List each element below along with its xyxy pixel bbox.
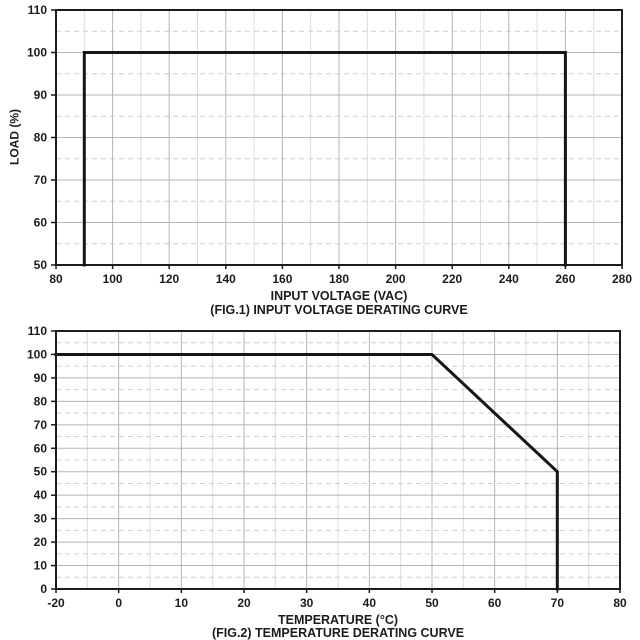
- series-load-vs-input-voltage: [82, 51, 567, 267]
- svg-text:90: 90: [34, 371, 48, 385]
- plot-border: [55, 9, 623, 266]
- svg-text:90: 90: [34, 88, 48, 102]
- svg-text:40: 40: [363, 596, 377, 610]
- svg-text:100: 100: [103, 272, 123, 286]
- svg-text:80: 80: [49, 272, 63, 286]
- svg-text:120: 120: [159, 272, 179, 286]
- svg-text:180: 180: [329, 272, 349, 286]
- svg-text:80: 80: [34, 131, 48, 145]
- svg-text:50: 50: [34, 465, 48, 479]
- svg-text:0: 0: [115, 596, 122, 610]
- plot-border: [55, 330, 621, 590]
- fig2-x-axis-label: TEMPERATURE (°C): [277, 613, 399, 627]
- fig1-plot-area: 80 100 120 140 160 180 200 220 240 260 280 50 60 70 80…: [27, 3, 632, 286]
- svg-text:20: 20: [34, 535, 48, 549]
- svg-text:0: 0: [40, 582, 47, 596]
- svg-text:30: 30: [34, 512, 48, 526]
- y-tick-labels: 50 60 70 80 90 100 110: [27, 3, 47, 272]
- svg-text:10: 10: [175, 596, 189, 610]
- svg-text:110: 110: [28, 324, 48, 338]
- svg-text:-20: -20: [47, 596, 65, 610]
- svg-text:160: 160: [272, 272, 292, 286]
- svg-text:220: 220: [442, 272, 462, 286]
- fig2-plot-area: -20 0 10 20 30 40 50 60 70 8001020304050607080901…: [27, 324, 627, 610]
- svg-text:40: 40: [34, 488, 48, 502]
- svg-text:80: 80: [34, 394, 48, 408]
- tick-marks: [51, 9, 623, 269]
- svg-text:20: 20: [237, 596, 251, 610]
- svg-text:100: 100: [27, 347, 47, 361]
- svg-text:200: 200: [386, 272, 406, 286]
- fig1-x-axis-label: INPUT VOLTAGE (VAC): [270, 289, 408, 303]
- fig2-caption: (FIG.2) TEMPERATURE DERATING CURVE: [211, 626, 465, 640]
- svg-text:240: 240: [499, 272, 519, 286]
- fig1-y-axis-label: LOAD (%): [7, 109, 22, 165]
- svg-text:70: 70: [34, 418, 48, 432]
- fig1-caption: (FIG.1) INPUT VOLTAGE DERATING CURVE: [210, 303, 468, 317]
- svg-text:30: 30: [300, 596, 314, 610]
- svg-text:100: 100: [27, 46, 47, 60]
- svg-text:140: 140: [216, 272, 236, 286]
- svg-text:70: 70: [34, 173, 48, 187]
- svg-text:10: 10: [34, 559, 48, 573]
- svg-text:60: 60: [34, 441, 48, 455]
- svg-text:70: 70: [551, 596, 565, 610]
- x-tick-labels: -20 0 10 20 30 40 50 60 70 80: [47, 596, 627, 610]
- svg-text:280: 280: [612, 272, 632, 286]
- svg-text:50: 50: [34, 258, 48, 272]
- svg-text:60: 60: [488, 596, 502, 610]
- svg-text:110: 110: [28, 3, 48, 17]
- x-tick-labels: 80 100 120 140 160 180 200 220 240 260 280: [49, 272, 632, 286]
- series-load-vs-temperature: [54, 353, 559, 591]
- svg-text:50: 50: [425, 596, 439, 610]
- major-gridlines: [56, 331, 620, 589]
- svg-text:80: 80: [613, 596, 627, 610]
- svg-text:260: 260: [555, 272, 575, 286]
- y-tick-labels: 0 10 20 30 40 50 60 70 80 90 100 110: [27, 324, 47, 596]
- minor-gridlines: [56, 331, 620, 589]
- svg-text:60: 60: [34, 216, 48, 230]
